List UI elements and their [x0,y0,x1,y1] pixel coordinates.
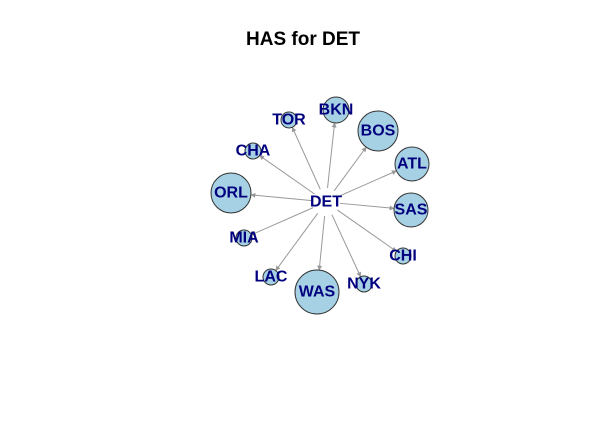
node-det: DET [310,194,342,211]
edge-det-bos [333,146,367,192]
node-circle-lac [262,268,280,286]
node-circle-cha [244,142,262,160]
node-label-atl: ATL [397,156,427,173]
edge-det-cha [259,155,315,195]
node-label-bos: BOS [361,123,396,140]
node-circle-bos [357,110,399,152]
edge-det-nyk [331,214,362,278]
node-sas: SAS [393,192,429,228]
node-circle-mia [235,229,253,247]
edges-layer [250,122,397,278]
node-label-bkn: BKN [319,102,354,119]
edge-det-atl [338,170,397,197]
node-mia: MIA [229,229,259,247]
node-label-orl: ORL [214,185,248,202]
node-was: WAS [294,269,340,315]
node-lac: LAC [255,268,288,286]
node-circle-chi [394,247,412,265]
node-label-chi: CHI [389,248,417,265]
edge-det-was [317,215,326,271]
node-label-cha: CHA [236,143,271,160]
node-label-tor: TOR [272,112,306,129]
node-bos: BOS [357,110,399,152]
node-bkn: BKN [319,96,354,124]
node-chi: CHI [389,247,417,265]
node-circle-nyk [355,275,373,293]
node-circle-was [294,269,340,315]
edge-det-orl [250,192,313,202]
node-circle-bkn [322,96,350,124]
node-label-nyk: NYK [347,276,381,293]
node-tor: TOR [272,111,306,129]
node-cha: CHA [236,142,271,160]
node-label-sas: SAS [395,202,428,219]
node-atl: ATL [394,146,430,182]
node-circle-tor [280,111,298,129]
edge-det-chi [337,209,397,252]
node-orl: ORL [210,172,252,214]
node-circle-atl [394,146,430,182]
edge-det-lac [275,212,319,271]
edge-det-bkn [327,122,337,189]
node-circle-sas [393,192,429,228]
node-label-lac: LAC [255,269,288,286]
node-nyk: NYK [347,275,381,293]
graph-title: HAS for DET [246,29,360,50]
node-label-was: WAS [299,284,336,301]
node-circle-orl [210,172,252,214]
edge-det-sas [339,202,395,211]
edge-det-mia [250,207,314,236]
node-label-det: DET [310,194,342,211]
node-label-mia: MIA [229,230,259,247]
edge-det-tor [291,126,321,190]
